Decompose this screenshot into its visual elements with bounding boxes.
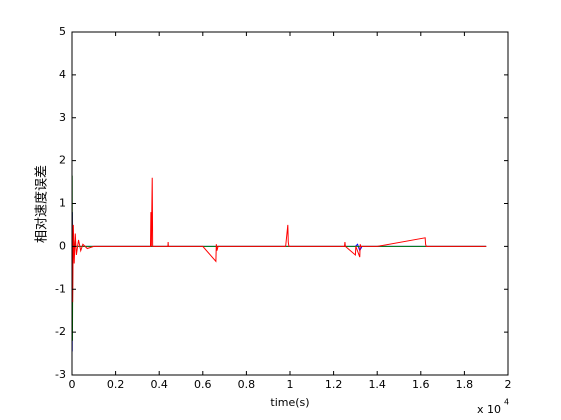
series-line bbox=[71, 177, 487, 303]
x-tick-label: 1 bbox=[287, 378, 294, 391]
x-tick-label: 0 bbox=[69, 378, 76, 391]
x-tick-label: 1.6 bbox=[412, 378, 430, 391]
y-tick-label: -1 bbox=[55, 282, 66, 295]
y-tick-label: 1 bbox=[59, 197, 66, 210]
y-axis-label: 相对速度误差 bbox=[34, 165, 50, 243]
y-tick-label: 5 bbox=[59, 25, 66, 38]
x-tick-label: 1.4 bbox=[368, 378, 386, 391]
x-tick-label: 2 bbox=[505, 378, 512, 391]
y-tick-label: 3 bbox=[59, 111, 66, 124]
x-exponent: 4 bbox=[504, 398, 509, 407]
x-tick-label: 0.6 bbox=[194, 378, 212, 391]
y-tick-label: 4 bbox=[59, 68, 66, 81]
x-tick-label: 0.4 bbox=[150, 378, 168, 391]
y-tick-label: -3 bbox=[55, 368, 66, 381]
x-tick-label: 0.2 bbox=[107, 378, 125, 391]
x-exponent-base: x 10 bbox=[477, 403, 501, 416]
x-tick-label: 1.2 bbox=[325, 378, 343, 391]
y-tick-label: 0 bbox=[59, 239, 66, 252]
x-axis-label: time(s) bbox=[270, 396, 309, 409]
y-tick-label: -2 bbox=[55, 325, 66, 338]
x-tick-label: 1.8 bbox=[456, 378, 474, 391]
y-tick-label: 2 bbox=[59, 154, 66, 167]
plot-area bbox=[72, 32, 508, 375]
x-tick-label: 0.8 bbox=[238, 378, 256, 391]
